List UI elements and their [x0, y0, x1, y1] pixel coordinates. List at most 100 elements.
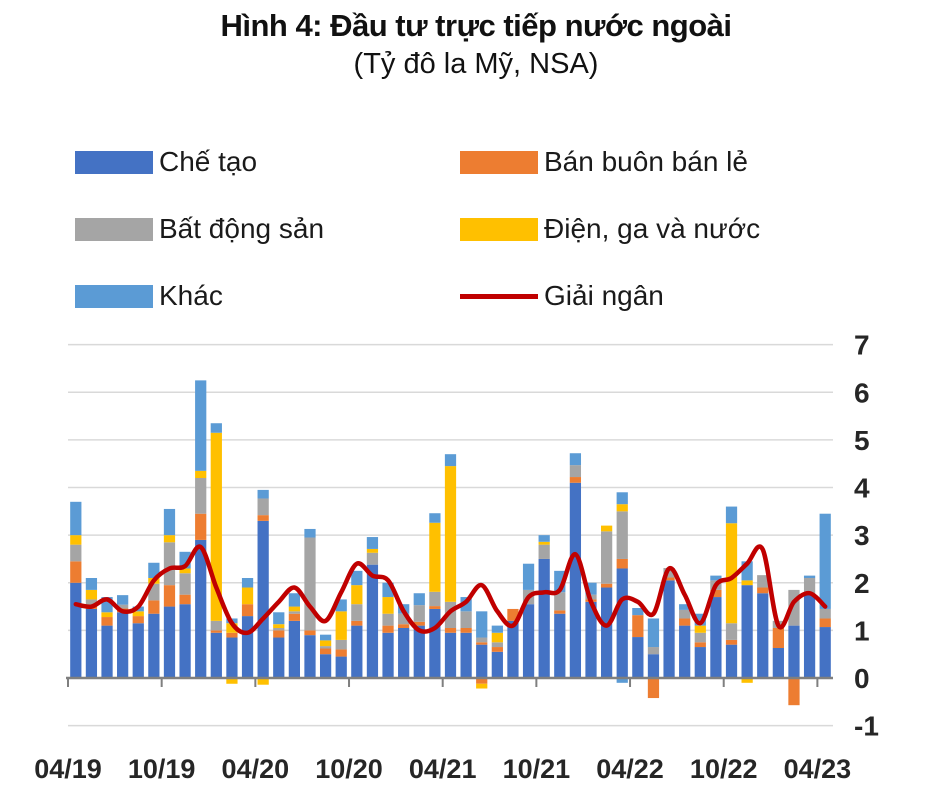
bar-segment [632, 615, 644, 638]
bar-segment [554, 570, 566, 593]
bar-segment [491, 651, 503, 678]
bar-segment [273, 630, 285, 638]
bar-segment [788, 625, 800, 678]
bar-segment [351, 585, 363, 605]
bar-segment [616, 504, 628, 512]
bar-segment [382, 625, 394, 633]
bar-segment [132, 623, 144, 678]
bar-segment [366, 537, 379, 549]
bar-segment [444, 466, 457, 602]
bar-segment [257, 498, 269, 516]
bar-segment [319, 640, 332, 647]
bar-segment [273, 637, 285, 678]
bar-segment [460, 627, 472, 633]
legend-item-real-estate: Bất động sản [75, 213, 325, 244]
bar-segment [569, 477, 582, 483]
bar-segment [70, 535, 82, 545]
bar-segment [632, 637, 644, 678]
bar-segment [273, 627, 285, 631]
bar-segment [241, 577, 254, 588]
bar-segment [288, 620, 300, 678]
bar-segment [288, 606, 300, 612]
legend-item-wholesale-retail: Bán buôn bán lẻ [460, 146, 748, 177]
bar-segment-negative [476, 683, 488, 689]
bar-segment [366, 548, 379, 553]
bar-segment [554, 613, 566, 678]
bar-segment [101, 617, 113, 626]
bar-segment [694, 647, 706, 678]
x-axis-label: 04/19 [34, 754, 102, 784]
other-swatch-icon [75, 284, 153, 308]
bar-segment [179, 573, 191, 595]
bar-segment [601, 525, 613, 532]
bar-segment [101, 597, 113, 613]
bar-segment [319, 648, 332, 655]
bar-segment [85, 599, 98, 606]
bar-segment [538, 541, 550, 545]
bar-segment [257, 515, 269, 521]
bar-segment [382, 632, 394, 678]
bar-segment [319, 654, 332, 678]
x-axis-label: 04/20 [222, 754, 290, 784]
legend-item-other: Khác [75, 280, 223, 311]
bar-segment [70, 582, 82, 678]
bar-segment [819, 627, 831, 678]
x-axis-label: 04/22 [596, 754, 664, 784]
bar-segment [522, 604, 535, 678]
bar-segment [803, 575, 816, 578]
bar-segment [616, 492, 628, 505]
bar-segment [210, 620, 222, 631]
bar-segment [226, 637, 238, 678]
bar-segment [366, 564, 379, 678]
bar-segment [148, 562, 160, 578]
bar-segment [351, 620, 363, 626]
bar-segment [101, 612, 113, 618]
x-axis-label: 04/23 [784, 754, 852, 784]
bar-segment [429, 591, 441, 607]
bar-segment [444, 632, 457, 678]
bar-segment [538, 535, 550, 542]
bar-segment [335, 599, 347, 612]
bar-segment [710, 575, 722, 581]
legend-label: Khác [159, 280, 223, 311]
bar-segment [725, 506, 738, 524]
bar-segment [351, 604, 363, 621]
bar-segment [507, 608, 519, 621]
bar-segment-negative [616, 679, 628, 683]
bar-segment [195, 470, 207, 478]
bar-segment [647, 654, 660, 678]
bar-segment [226, 632, 238, 638]
bar-segment [679, 625, 691, 678]
bar-segment [679, 609, 691, 619]
bar-segment [788, 589, 800, 626]
bar-segment [163, 585, 176, 607]
bar-segment-negative [257, 679, 269, 685]
bar-segment [444, 627, 457, 633]
bar-segment [663, 580, 675, 678]
bar-segment [288, 593, 300, 607]
y-axis-label: -1 [854, 711, 879, 742]
bar-segment [476, 611, 488, 638]
bar-segment [741, 561, 753, 581]
legend-label: Bất động sản [159, 213, 325, 244]
bar-segment [663, 567, 675, 578]
bar-segment [195, 477, 207, 514]
bar-segment [304, 537, 316, 631]
disbursement-line [73, 544, 828, 636]
bar-segment [616, 511, 628, 559]
bar-segment [476, 642, 488, 645]
bar-segment [85, 577, 98, 590]
bar-segment [413, 593, 425, 606]
bar-segment [257, 520, 269, 678]
bar-segment [319, 634, 332, 641]
bar-segment [694, 613, 706, 626]
bar-segment [803, 577, 816, 595]
bar-segment [241, 604, 254, 617]
y-axis-label: 6 [854, 377, 870, 408]
x-axis-label: 10/19 [128, 754, 196, 784]
bar-segment [210, 632, 222, 678]
bar-segment [101, 625, 113, 678]
bar-segment [429, 522, 441, 592]
bar-segment [803, 594, 816, 678]
